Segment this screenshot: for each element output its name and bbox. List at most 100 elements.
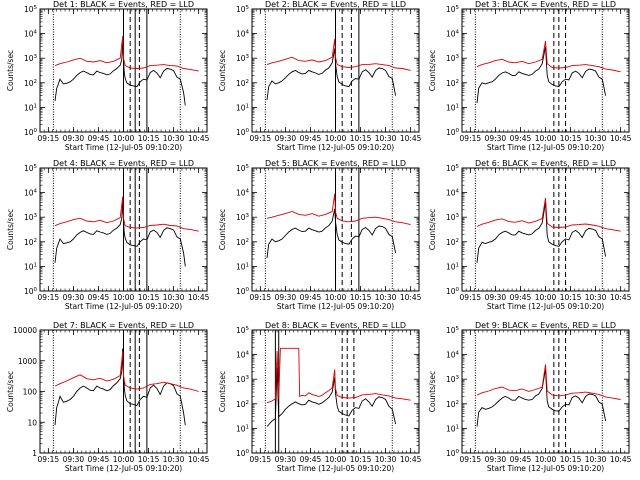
x-tick-label: 10:15 (138, 293, 160, 302)
events-line (266, 208, 397, 259)
x-axis-label: Start Time (12-Jul-05 09:10:20) (277, 143, 394, 152)
y-tick-label: 101 (236, 424, 249, 433)
y-tick-label: 103 (24, 54, 38, 63)
events-line (476, 46, 607, 104)
x-tick-label: 09:15 (250, 455, 272, 464)
y-tick-label: 102 (236, 79, 249, 88)
x-axis-label: Start Time (12-Jul-05 09:10:20) (487, 143, 604, 152)
y-tick-label: 103 (236, 375, 250, 384)
x-tick-label: 10:15 (350, 455, 372, 464)
chart-title: Det 9: BLACK = Events, RED = LLD (475, 321, 616, 330)
lld-line (54, 351, 199, 392)
x-axis-label: Start Time (12-Jul-05 09:10:20) (487, 464, 604, 473)
y-axis-label: Counts/sec (218, 371, 227, 412)
x-tick-label: 10:30 (163, 455, 185, 464)
y-tick-label: 105 (446, 164, 460, 173)
x-tick-label: 09:30 (485, 455, 507, 464)
y-axis-label: Counts/sec (428, 371, 437, 412)
x-tick-label: 09:15 (460, 134, 482, 143)
x-tick-label: 10:45 (610, 455, 632, 464)
y-tick-label: 105 (236, 5, 250, 14)
y-tick-label: 101 (446, 424, 459, 433)
y-tick-label: 1 (32, 449, 37, 458)
x-tick-label: 09:30 (63, 134, 85, 143)
x-tick-label: 10:30 (163, 134, 185, 143)
events-line (476, 202, 607, 263)
y-tick-label: 102 (24, 79, 37, 88)
x-tick-label: 09:45 (510, 293, 532, 302)
y-axis-label: Counts/sec (218, 209, 227, 250)
x-axis-label: Start Time (12-Jul-05 09:10:20) (277, 464, 394, 473)
x-tick-label: 09:15 (38, 455, 60, 464)
y-tick-label: 100 (24, 287, 38, 296)
x-tick-label: 10:30 (375, 134, 397, 143)
y-tick-label: 103 (24, 213, 38, 222)
x-tick-label: 10:45 (188, 134, 210, 143)
y-tick-label: 100 (24, 128, 38, 137)
x-tick-label: 10:15 (560, 134, 582, 143)
x-tick-label: 10:30 (585, 134, 607, 143)
events-line (54, 348, 186, 426)
x-tick-label: 10:45 (188, 455, 210, 464)
y-tick-label: 101 (236, 103, 249, 112)
y-tick-label: 105 (236, 326, 250, 335)
x-tick-label: 09:45 (300, 293, 322, 302)
y-tick-label: 102 (446, 79, 459, 88)
y-tick-label: 100 (236, 128, 250, 137)
x-tick-label: 09:15 (250, 134, 272, 143)
plot-frame (461, 167, 630, 292)
y-tick-label: 10000 (13, 326, 37, 335)
events-line (476, 369, 607, 427)
x-tick-label: 10:15 (138, 134, 160, 143)
x-tick-label: 10:45 (188, 293, 210, 302)
y-tick-label: 102 (446, 238, 459, 247)
y-tick-label: 100 (236, 449, 250, 458)
y-tick-label: 101 (24, 103, 37, 112)
events-line (54, 198, 186, 267)
x-axis-label: Start Time (12-Jul-05 09:10:20) (65, 302, 182, 311)
chart-title: Det 6: BLACK = Events, RED = LLD (475, 159, 616, 168)
x-tick-label: 09:45 (510, 455, 532, 464)
events-line (54, 40, 186, 106)
y-tick-label: 100 (236, 287, 250, 296)
x-tick-label: 10:00 (535, 455, 557, 464)
chart-title: Det 1: BLACK = Events, RED = LLD (53, 0, 194, 9)
y-tick-label: 101 (236, 262, 249, 271)
y-tick-label: 104 (24, 30, 38, 39)
y-tick-label: 105 (446, 5, 460, 14)
y-tick-label: 102 (236, 238, 249, 247)
events-line (266, 367, 397, 427)
x-tick-label: 10:30 (585, 293, 607, 302)
y-tick-label: 103 (446, 54, 460, 63)
y-tick-label: 103 (446, 213, 460, 222)
x-axis-label: Start Time (12-Jul-05 09:10:20) (65, 464, 182, 473)
y-tick-label: 100 (23, 388, 38, 397)
y-tick-label: 105 (24, 5, 38, 14)
chart-panel-det-1: Det 1: BLACK = Events, RED = LLD 100 101 10… (6, 0, 210, 152)
y-tick-label: 100 (446, 128, 460, 137)
y-tick-label: 103 (446, 375, 460, 384)
lld-line (266, 193, 411, 226)
x-tick-label: 09:15 (460, 455, 482, 464)
y-tick-label: 10 (27, 418, 37, 427)
y-tick-label: 101 (446, 103, 459, 112)
y-tick-label: 104 (236, 351, 250, 360)
x-tick-label: 10:00 (113, 134, 135, 143)
x-tick-label: 09:30 (485, 134, 507, 143)
x-tick-label: 09:45 (88, 455, 110, 464)
x-tick-label: 10:15 (138, 455, 160, 464)
x-tick-label: 10:45 (610, 134, 632, 143)
y-axis-label: Counts/sec (6, 371, 15, 412)
x-tick-label: 10:15 (560, 455, 582, 464)
plot-frame (461, 8, 630, 133)
x-tick-label: 10:30 (163, 293, 185, 302)
chart-panel-det-7: Det 7: BLACK = Events, RED = LLD 1 10 100 10… (6, 321, 210, 473)
lld-line (266, 39, 411, 71)
x-tick-label: 10:00 (113, 293, 135, 302)
x-tick-label: 09:45 (510, 134, 532, 143)
y-tick-label: 101 (446, 262, 459, 271)
x-tick-label: 10:30 (585, 455, 607, 464)
chart-panel-det-9: Det 9: BLACK = Events, RED = LLD 100 101 10… (428, 321, 632, 473)
x-tick-label: 09:45 (88, 134, 110, 143)
